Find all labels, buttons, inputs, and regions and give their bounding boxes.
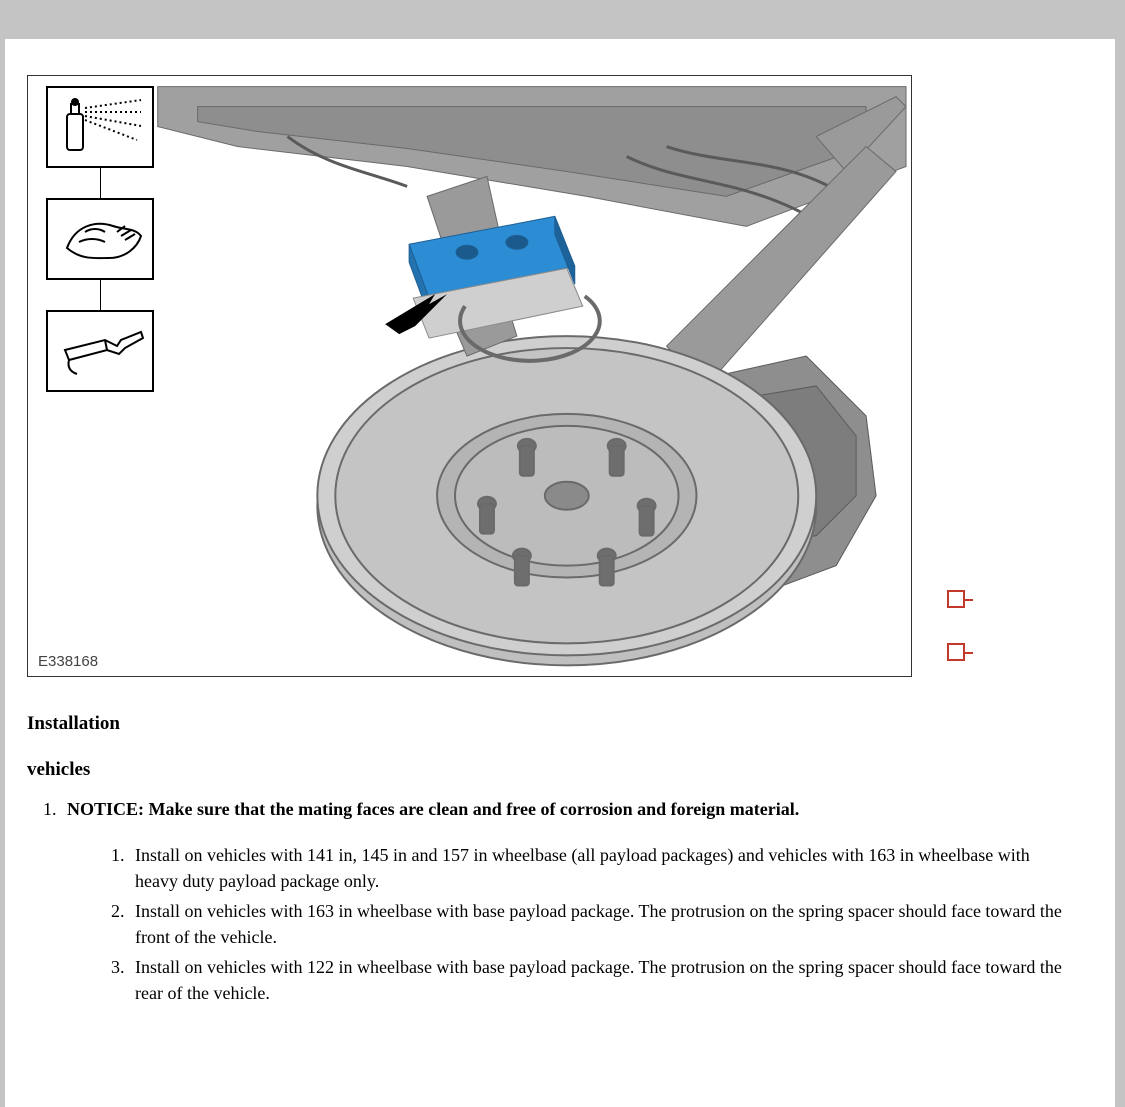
substep: Install on vehicles with 163 in wheelbas… xyxy=(129,898,1069,950)
wipe-cloth-icon xyxy=(46,198,154,280)
substep: Install on vehicles with 122 in wheelbas… xyxy=(129,954,1069,1006)
top-grey-bar xyxy=(0,0,1125,39)
figure-wrap: E338168 xyxy=(27,75,1093,677)
icon-connector xyxy=(100,280,101,310)
section-heading: Installation xyxy=(27,713,1093,735)
icon-connector xyxy=(100,168,101,198)
callout-marker-tick xyxy=(965,652,973,654)
apply-grease-icon xyxy=(46,310,154,392)
mechanical-drawing xyxy=(28,76,911,676)
callout-marker-tick xyxy=(965,599,973,601)
callout-marker xyxy=(947,643,965,661)
notice-text: NOTICE: Make sure that the mating faces … xyxy=(67,799,799,819)
technical-figure: E338168 xyxy=(27,75,912,677)
figure-id-label: E338168 xyxy=(38,653,98,670)
document-page: E338168 Installation vehicles NOTICE: Ma… xyxy=(5,39,1115,1107)
spray-can-icon xyxy=(46,86,154,168)
callout-marker xyxy=(947,590,965,608)
page-background: E338168 Installation vehicles NOTICE: Ma… xyxy=(0,0,1125,1107)
subsection-heading: vehicles xyxy=(27,759,1093,781)
substep: Install on vehicles with 141 in, 145 in … xyxy=(129,842,1069,894)
procedure-step: NOTICE: Make sure that the mating faces … xyxy=(61,799,1093,1007)
procedure-list: NOTICE: Make sure that the mating faces … xyxy=(61,799,1093,1007)
figure-canvas: E338168 xyxy=(28,76,911,676)
procedure-substeps: Install on vehicles with 141 in, 145 in … xyxy=(129,842,1093,1007)
